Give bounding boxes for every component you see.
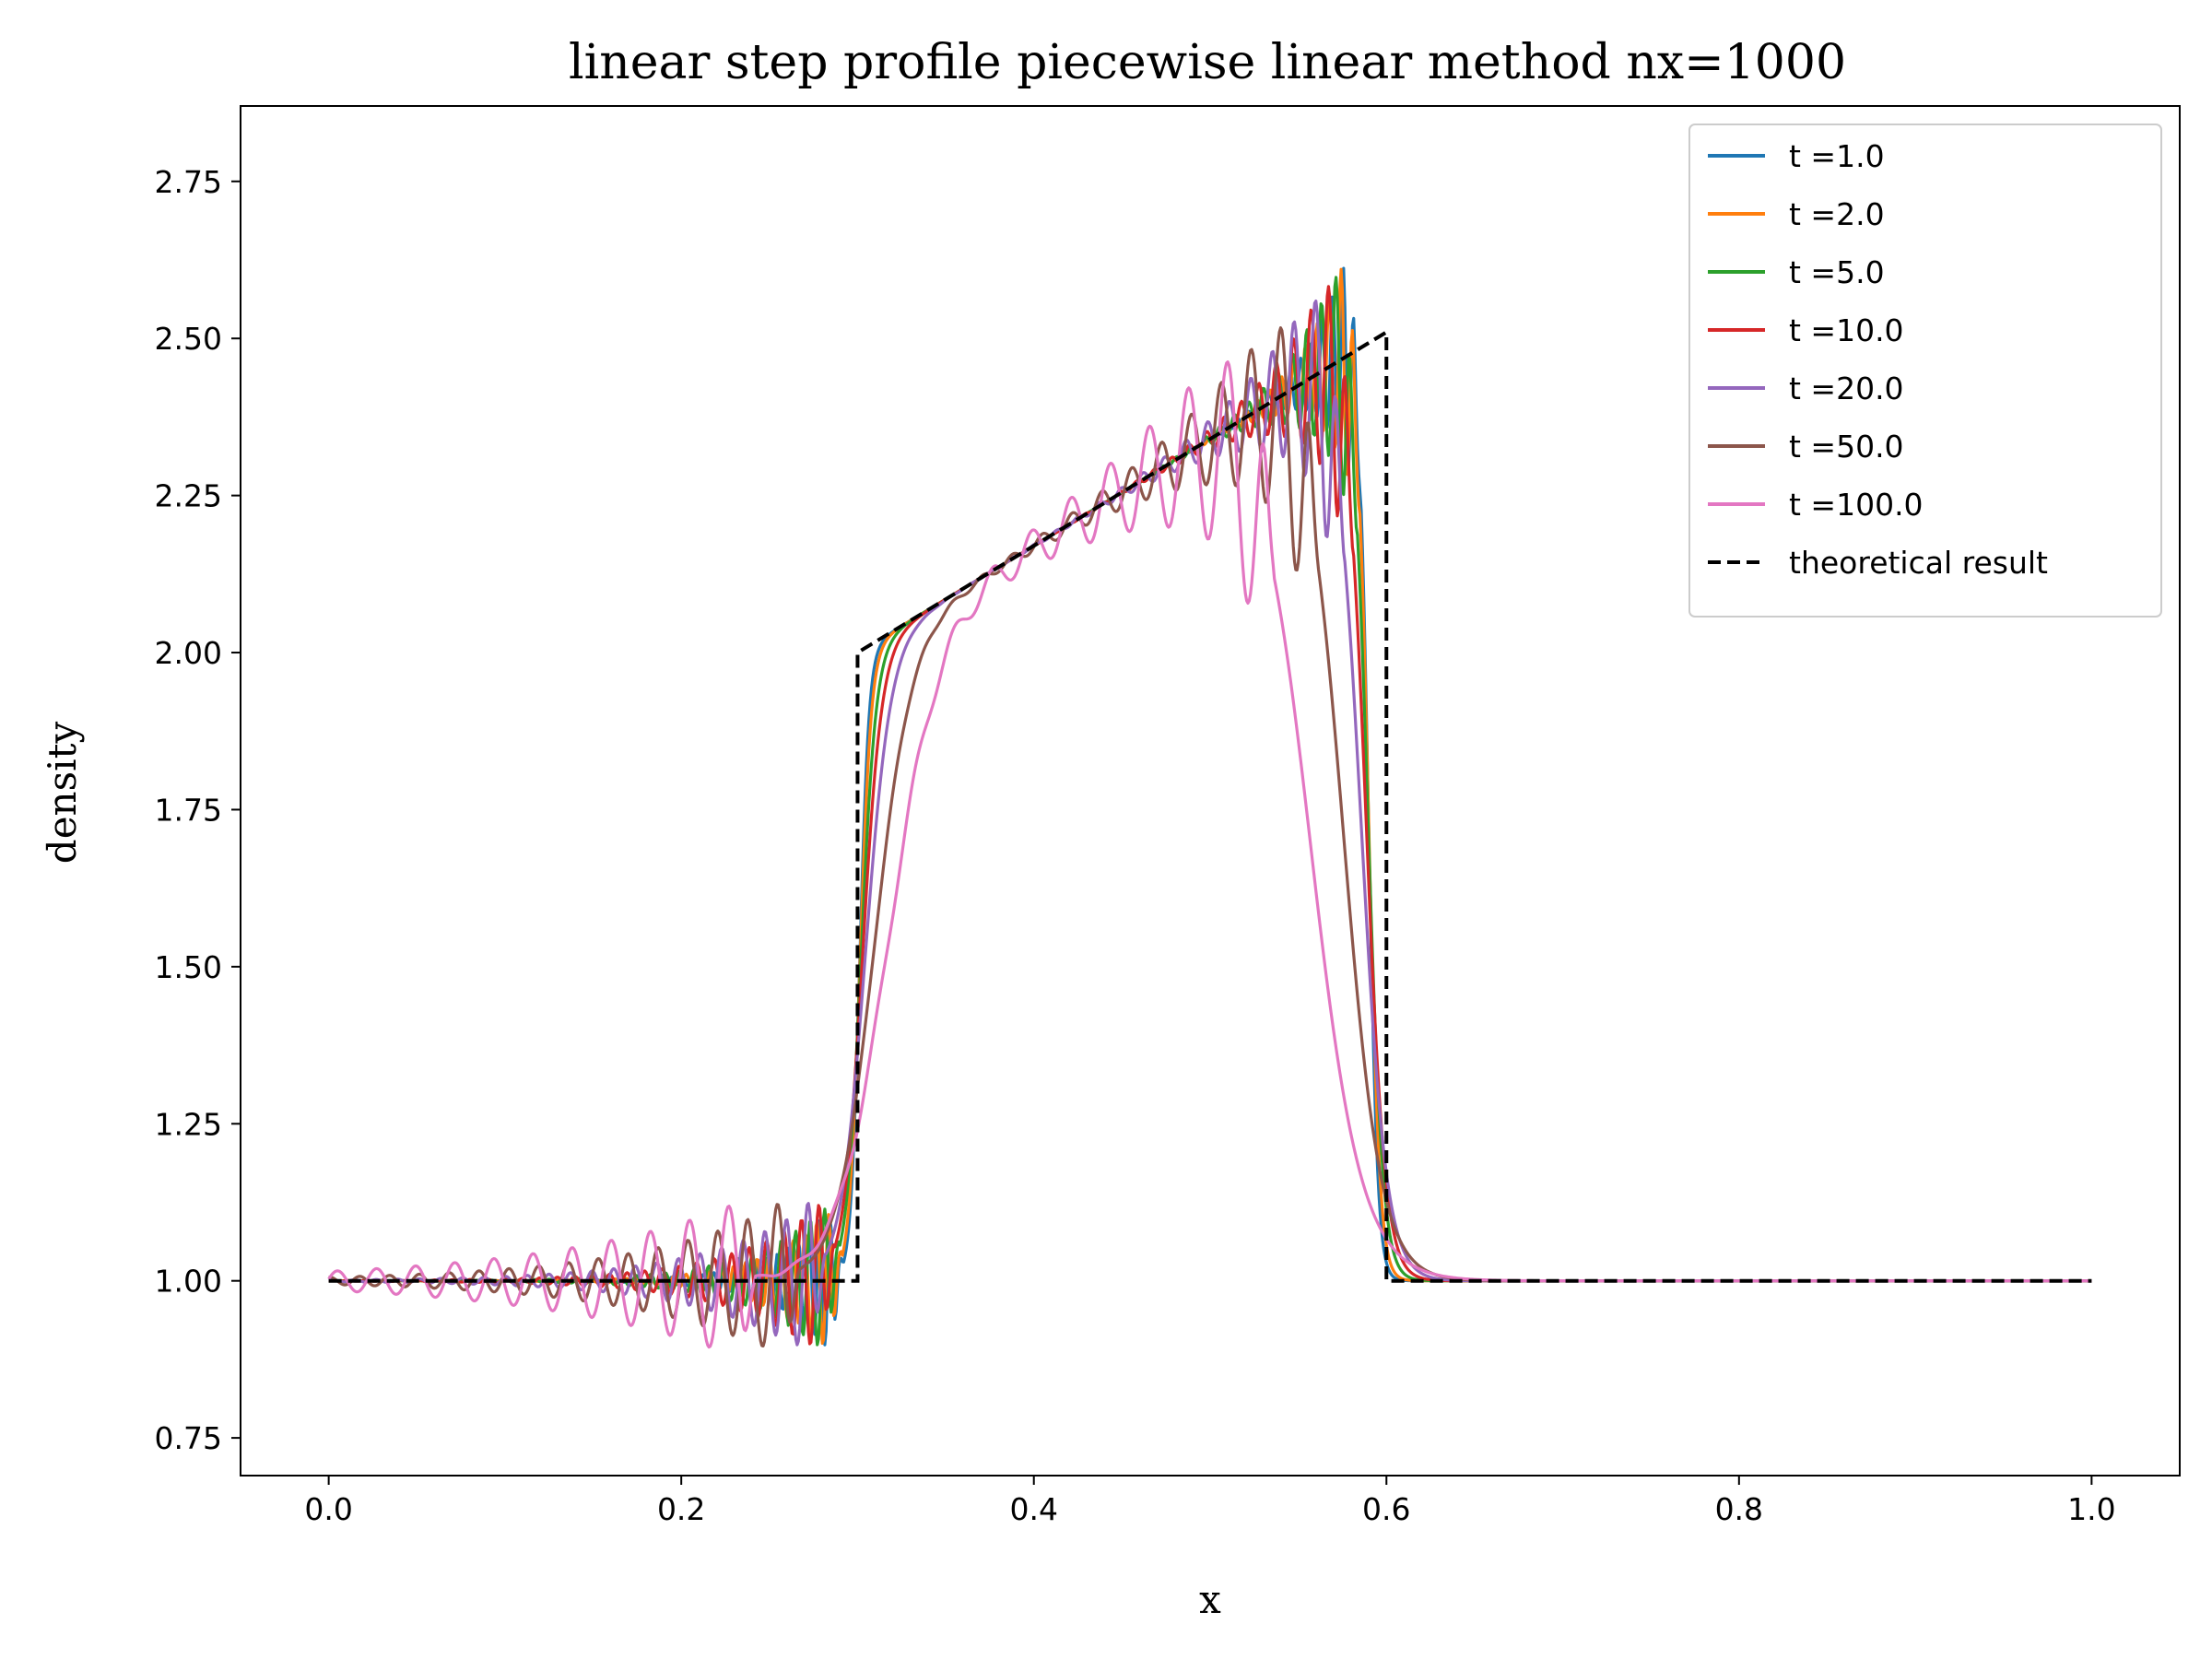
y-tick-label: 1.25 xyxy=(155,1106,222,1142)
x-tick-label: 0.2 xyxy=(657,1491,705,1527)
legend-label: t =5.0 xyxy=(1789,254,1885,290)
legend-label: t =1.0 xyxy=(1789,138,1885,174)
x-tick-label: 0.0 xyxy=(304,1491,352,1527)
series-line-7 xyxy=(327,360,2092,1349)
legend-label: t =20.0 xyxy=(1789,371,1904,406)
chart-title: linear step profile piecewise linear met… xyxy=(569,35,1846,90)
y-tick-label: 1.00 xyxy=(155,1264,222,1300)
legend-box xyxy=(1688,124,2162,618)
legend-label: t =10.0 xyxy=(1789,312,1904,348)
legend-label: t =2.0 xyxy=(1789,196,1885,232)
y-tick-label: 1.50 xyxy=(155,949,222,985)
y-tick-label: 2.50 xyxy=(155,321,222,357)
x-tick-label: 0.4 xyxy=(1009,1491,1057,1527)
y-tick-label: 0.75 xyxy=(155,1420,222,1456)
series-group xyxy=(327,266,2092,1349)
y-axis-label: density xyxy=(40,722,85,865)
x-tick-label: 0.8 xyxy=(1715,1491,1763,1527)
legend-label: t =100.0 xyxy=(1789,487,1924,523)
y-tick-label: 2.00 xyxy=(155,635,222,671)
y-tick-label: 2.75 xyxy=(155,164,222,200)
plot-area xyxy=(327,266,2092,1349)
legend-label: theoretical result xyxy=(1789,545,2048,581)
legend-label: t =50.0 xyxy=(1789,429,1904,465)
x-tick-label: 1.0 xyxy=(2067,1491,2115,1527)
axes-frame xyxy=(240,105,2181,1477)
y-tick-label: 2.25 xyxy=(155,478,222,514)
x-axis-label: x xyxy=(1199,1577,1221,1622)
legend: t =1.0 t =2.0 t =5.0 t =10.0 t =20.0 t =50.0 t… xyxy=(1688,124,2162,618)
axes: 0.0 0.2 0.4 0.6 0.8 1.0 0.75 1.00 1.25 1.50 1.75 2.… xyxy=(155,105,2181,1527)
x-tick-label: 0.6 xyxy=(1362,1491,1410,1527)
y-tick-label: 1.75 xyxy=(155,792,222,828)
